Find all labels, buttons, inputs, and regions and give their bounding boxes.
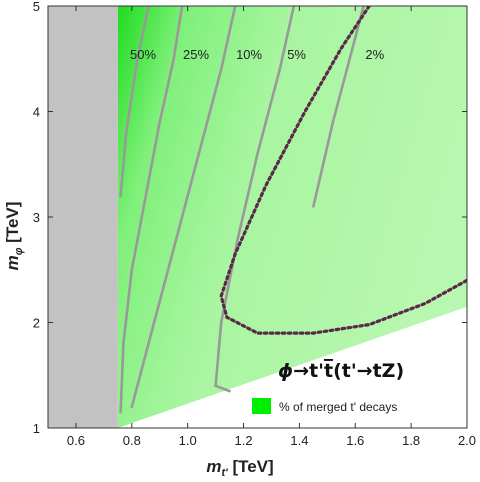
x-tick-label: 1.6 — [346, 433, 364, 448]
x-axis: 0.6 0.8 1.0 1.2 1.4 1.6 1.8 2.0 — [67, 6, 476, 448]
y-tick-label: 2 — [33, 316, 40, 331]
contour-label-0: 50% — [130, 47, 156, 62]
legend-label: % of merged t' decays — [279, 400, 397, 414]
contour-line-1 — [119, 6, 184, 414]
y-axis-label: mφ [TeV] — [3, 202, 25, 271]
contour-line-2 — [130, 6, 237, 409]
x-tick-label: 1.2 — [234, 433, 252, 448]
y-tick-label: 5 — [33, 0, 40, 14]
contour-line-4 — [312, 6, 365, 208]
allowed-region — [117, 6, 468, 428]
contour-label-1: 25% — [183, 47, 209, 62]
x-tick-label: 2.0 — [458, 433, 476, 448]
excluded-region — [48, 6, 118, 428]
x-tick-label: 0.8 — [123, 433, 141, 448]
y-tick-label: 3 — [33, 210, 40, 225]
process-label: ϕ→t't(t'→tZ) — [278, 360, 404, 382]
x-tick-label: 1.8 — [402, 433, 420, 448]
contour-label-3: 5% — [287, 47, 306, 62]
y-tick-label: 4 — [33, 105, 40, 120]
x-tick-label: 1.0 — [179, 433, 197, 448]
plot-area: 50% 25% 10% 5% 2% — [47, 5, 468, 429]
x-tick-label: 1.4 — [290, 433, 308, 448]
legend: % of merged t' decays — [252, 398, 397, 414]
dotted-curve — [219, 6, 467, 335]
contour-line-3 — [214, 6, 296, 388]
y-axis: 1 2 3 4 5 — [33, 0, 467, 436]
tbar-glyph: t — [324, 360, 333, 382]
x-tick-label: 0.6 — [67, 433, 85, 448]
contour-tail-3 — [214, 384, 231, 393]
x-axis-label: mt' [TeV] — [206, 457, 273, 479]
contour-label-2: 10% — [236, 47, 262, 62]
y-tick-label: 1 — [33, 421, 40, 436]
contour-line-0 — [119, 6, 150, 198]
legend-swatch — [252, 398, 271, 414]
contour-label-4: 2% — [365, 47, 384, 62]
